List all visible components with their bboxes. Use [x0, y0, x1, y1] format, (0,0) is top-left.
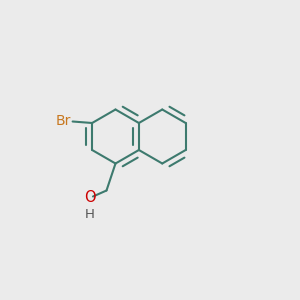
- Text: H: H: [85, 208, 95, 221]
- Text: Br: Br: [56, 114, 71, 128]
- Text: O: O: [84, 190, 96, 205]
